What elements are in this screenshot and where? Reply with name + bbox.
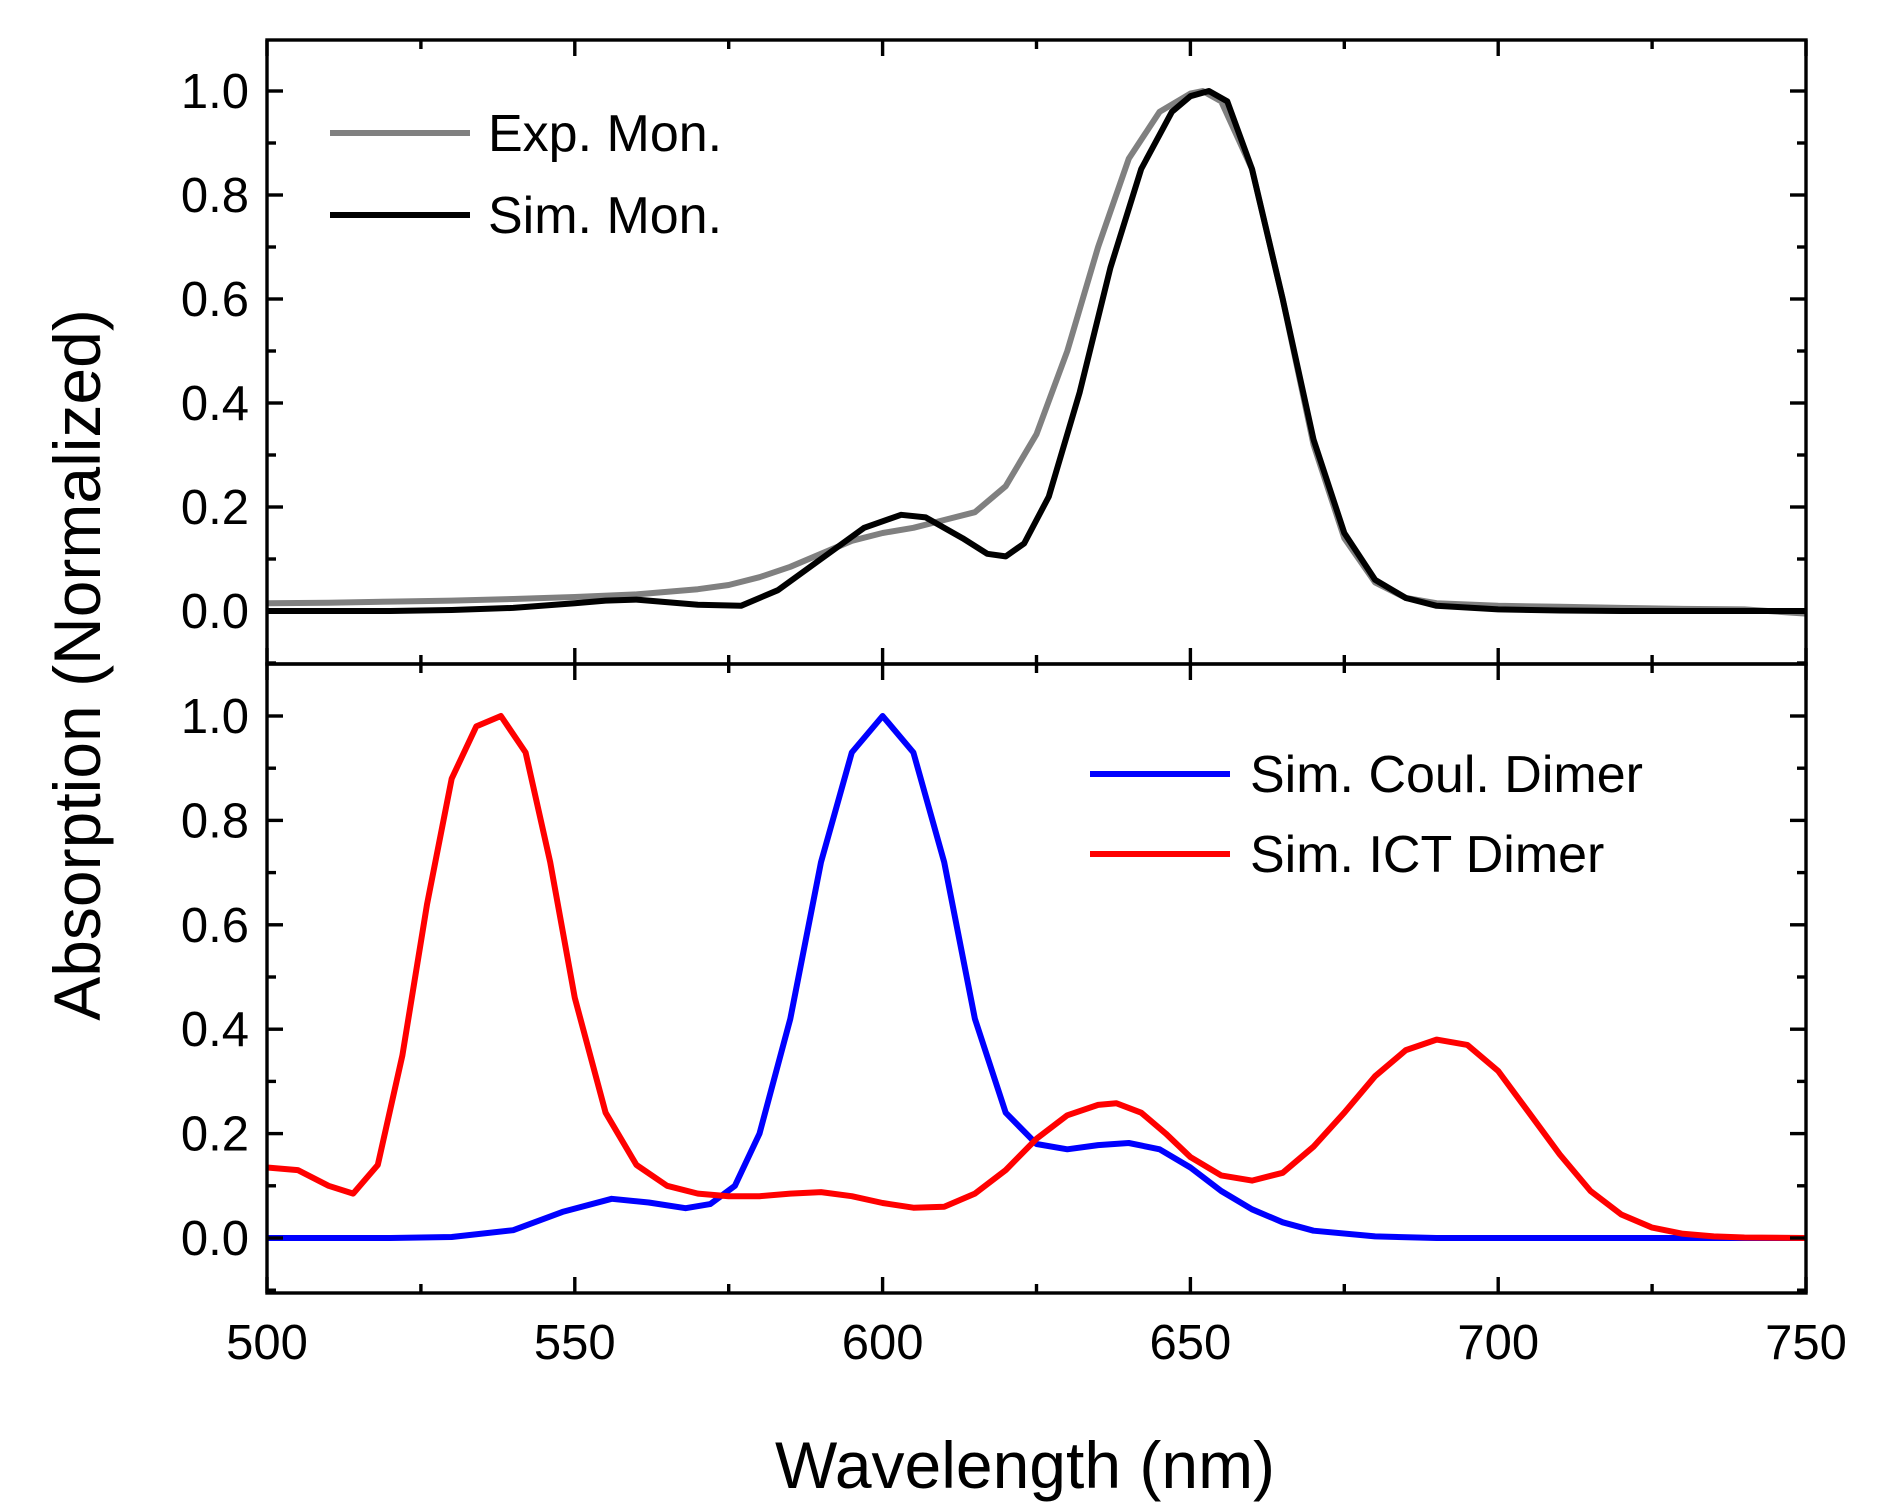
y-tick-label: 0.2 <box>181 481 249 535</box>
y-tick-label: 1.0 <box>181 65 249 119</box>
x-tick-label: 550 <box>534 1316 616 1370</box>
series-line-sim-ict-dimer <box>267 713 1806 1241</box>
y-tick-label: 0.8 <box>181 794 249 848</box>
x-tick-label: 500 <box>226 1316 308 1370</box>
series-line-sim-mon <box>267 88 1806 614</box>
y-tick-label: 0.4 <box>181 377 249 431</box>
y-tick-label: 0.2 <box>181 1108 249 1162</box>
x-axis-title: Wavelength (nm) <box>775 1428 1275 1502</box>
x-tick-label: 700 <box>1457 1316 1539 1370</box>
legend-label: Exp. Mon. <box>488 105 722 163</box>
legend: Exp. Mon. Sim. Mon. <box>330 105 722 245</box>
legend-label: Sim. Coul. Dimer <box>1250 746 1643 804</box>
y-axis-title: Absorption (Normalized) <box>40 309 114 1021</box>
legend-label: Sim. ICT Dimer <box>1250 826 1604 884</box>
y-tick-label: 0.4 <box>181 1003 249 1057</box>
legend-label: Sim. Mon. <box>488 187 722 245</box>
legend: Sim. Coul. Dimer Sim. ICT Dimer <box>1090 746 1643 884</box>
y-tick-label: 0.6 <box>181 899 249 953</box>
y-tick-label: 0.0 <box>181 585 249 639</box>
series-line-sim-coul-dimer <box>267 713 1806 1241</box>
panel-frame <box>265 662 1808 1295</box>
x-tick-label: 600 <box>842 1316 924 1370</box>
y-tick-label: 0.8 <box>181 169 249 223</box>
y-tick-label: 0.6 <box>181 273 249 327</box>
x-tick-label: 750 <box>1765 1316 1847 1370</box>
y-tick-label: 1.0 <box>181 690 249 744</box>
x-tick-label: 650 <box>1150 1316 1232 1370</box>
panel-2: 0.0 0.2 0.4 0.6 0.8 1.0 Sim. Coul. Dimer Sim. I… <box>181 662 1808 1295</box>
y-tick-label: 0.0 <box>181 1212 249 1266</box>
